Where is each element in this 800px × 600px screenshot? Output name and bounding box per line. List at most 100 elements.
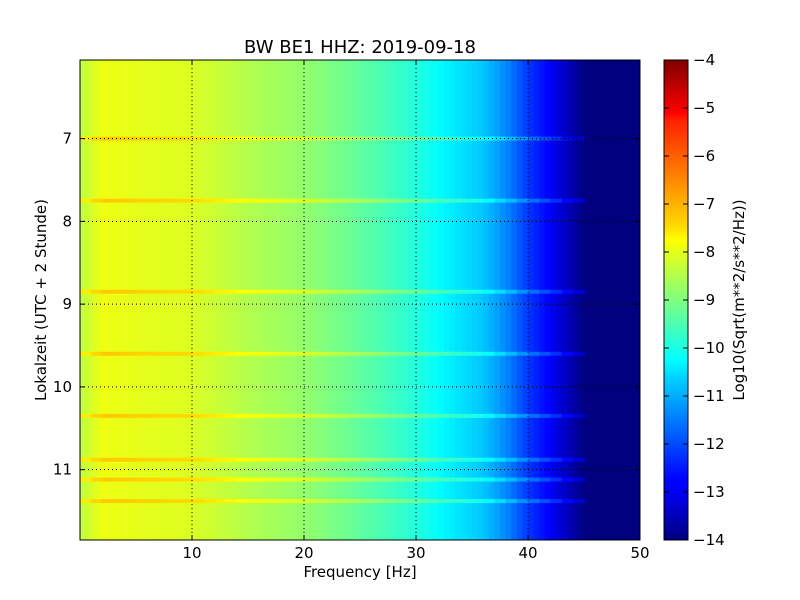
spectrogram-column: [511, 60, 518, 540]
spectrogram-band: [528, 136, 540, 141]
spectrogram-band: [180, 413, 193, 418]
spectrogram-band: [360, 477, 372, 482]
spectrogram-band: [472, 351, 484, 356]
spectrogram-band: [248, 351, 260, 356]
spectrogram-band: [404, 289, 417, 294]
spectrogram-column: [410, 60, 417, 540]
spectrogram-column: [432, 60, 439, 540]
spectrogram-band: [494, 351, 507, 356]
spectrogram-band: [147, 477, 159, 482]
spectrogram-band: [136, 477, 148, 482]
spectrogram-band: [281, 198, 294, 203]
spectrogram-column: [203, 60, 210, 540]
spectrogram-band: [348, 289, 361, 294]
spectrogram-column: [595, 60, 602, 540]
spectrogram-band: [550, 289, 563, 294]
spectrogram-band: [528, 457, 540, 462]
spectrogram-band: [169, 136, 182, 141]
spectrogram-band: [416, 499, 428, 504]
spectrogram-band: [505, 136, 518, 141]
spectrogram-column: [169, 60, 176, 540]
spectrogram-column: [348, 60, 355, 540]
spectrogram-band: [348, 499, 361, 504]
spectrogram-band: [270, 289, 283, 294]
spectrogram-column: [276, 60, 283, 540]
spectrogram-band: [438, 477, 451, 482]
spectrogram-band: [236, 136, 249, 141]
spectrogram-band: [483, 198, 495, 203]
spectrogram-band: [483, 413, 495, 418]
spectrogram-band: [214, 289, 227, 294]
spectrogram-band: [214, 413, 227, 418]
spectrogram-band: [516, 457, 529, 462]
spectrogram-column: [382, 60, 389, 540]
spectrogram-band: [550, 477, 563, 482]
spectrogram-column: [578, 60, 585, 540]
spectrogram-band: [539, 198, 551, 203]
spectrogram-band: [550, 499, 563, 504]
spectrogram-band: [561, 136, 574, 141]
spectrogram-band: [102, 457, 115, 462]
spectrogram-band: [236, 457, 249, 462]
spectrogram-column: [108, 60, 115, 540]
spectrogram-column: [354, 60, 361, 540]
spectrogram-band: [124, 413, 137, 418]
spectrogram-band: [494, 477, 507, 482]
spectrogram-band: [427, 198, 439, 203]
x-tick-label: 30: [406, 544, 425, 562]
spectrogram-band: [427, 477, 439, 482]
y-tick-label: 7: [62, 130, 72, 148]
spectrogram-band: [315, 413, 327, 418]
spectrogram-column: [309, 60, 316, 540]
spectrogram-band: [169, 198, 182, 203]
spectrogram-band: [91, 198, 103, 203]
spectrogram-band: [192, 198, 204, 203]
spectrogram-column: [505, 60, 512, 540]
colorbar-tick-label: −11: [693, 387, 725, 405]
spectrogram-column: [494, 60, 501, 540]
spectrogram-band: [472, 136, 484, 141]
spectrogram-column: [96, 60, 103, 540]
spectrogram-band: [136, 198, 148, 203]
spectrogram-band: [472, 289, 484, 294]
spectrogram-band: [337, 499, 350, 504]
spectrogram-band: [203, 499, 215, 504]
spectrogram-column: [393, 60, 400, 540]
spectrogram-band: [539, 136, 551, 141]
spectrogram-band: [516, 413, 529, 418]
spectrogram-band: [382, 289, 395, 294]
spectrogram-band: [304, 289, 316, 294]
spectrogram-band: [270, 499, 283, 504]
spectrogram-band: [259, 198, 271, 203]
spectrogram-band: [292, 477, 305, 482]
spectrogram-band: [259, 289, 271, 294]
spectrogram-band: [147, 289, 159, 294]
spectrogram-band: [449, 289, 462, 294]
spectrogram-band: [460, 413, 473, 418]
spectrogram-band: [124, 136, 137, 141]
spectrogram-band: [315, 136, 327, 141]
spectrogram-band: [147, 136, 159, 141]
spectrogram-band: [203, 457, 215, 462]
spectrogram-band: [225, 136, 238, 141]
spectrogram-band: [113, 136, 126, 141]
spectrogram-band: [494, 289, 507, 294]
spectrogram-band: [169, 413, 182, 418]
spectrogram-column: [472, 60, 479, 540]
spectrogram-column: [332, 60, 339, 540]
spectrogram-column: [337, 60, 344, 540]
spectrogram-column: [147, 60, 154, 540]
spectrogram-column: [544, 60, 551, 540]
spectrogram-band: [180, 198, 193, 203]
spectrogram-column: [556, 60, 563, 540]
spectrogram-band: [416, 457, 428, 462]
spectrogram-band: [416, 198, 428, 203]
spectrogram-band: [561, 477, 574, 482]
spectrogram-band: [472, 457, 484, 462]
spectrogram-column: [281, 60, 288, 540]
spectrogram-band: [236, 413, 249, 418]
spectrogram-band: [449, 413, 462, 418]
spectrogram-band: [416, 477, 428, 482]
spectrogram-band: [326, 351, 339, 356]
spectrogram-band: [393, 136, 406, 141]
